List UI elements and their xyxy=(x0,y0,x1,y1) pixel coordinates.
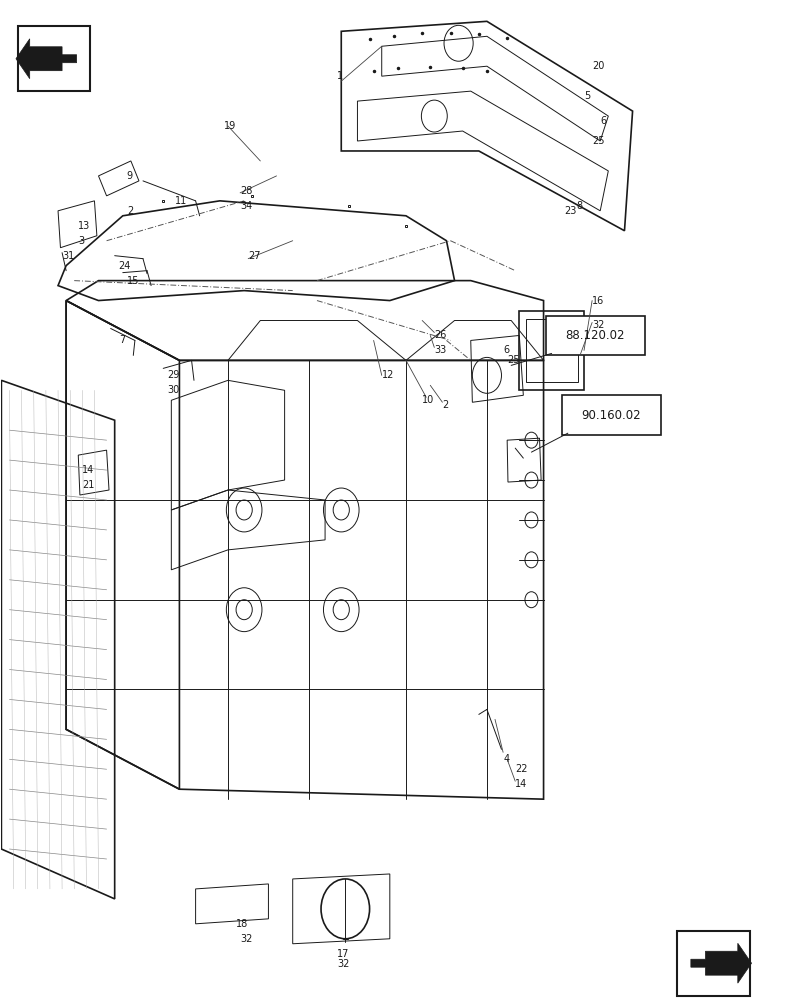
Text: 32: 32 xyxy=(337,959,350,969)
Bar xyxy=(18,26,90,91)
Text: 28: 28 xyxy=(240,186,252,196)
Text: 2: 2 xyxy=(442,400,448,410)
Text: 21: 21 xyxy=(82,480,95,490)
Text: 4: 4 xyxy=(503,754,508,764)
Text: 34: 34 xyxy=(240,201,252,211)
Text: 88.120.02: 88.120.02 xyxy=(565,329,624,342)
Text: 14: 14 xyxy=(515,779,527,789)
Text: 19: 19 xyxy=(224,121,236,131)
Text: 31: 31 xyxy=(62,251,75,261)
Text: 1: 1 xyxy=(337,71,343,81)
Text: 2: 2 xyxy=(127,206,133,216)
Text: 8: 8 xyxy=(575,201,581,211)
Text: 32: 32 xyxy=(591,320,603,330)
Text: 10: 10 xyxy=(422,395,434,405)
Text: 13: 13 xyxy=(78,221,90,231)
FancyBboxPatch shape xyxy=(561,395,660,435)
Text: 25: 25 xyxy=(507,355,519,365)
Bar xyxy=(676,931,749,996)
Polygon shape xyxy=(16,39,76,79)
Text: 26: 26 xyxy=(434,330,446,340)
Text: 3: 3 xyxy=(78,236,84,246)
Polygon shape xyxy=(690,943,751,983)
Text: 5: 5 xyxy=(583,91,590,101)
Text: 29: 29 xyxy=(167,370,179,380)
Text: 22: 22 xyxy=(515,764,527,774)
Text: 25: 25 xyxy=(591,136,604,146)
Text: 12: 12 xyxy=(381,370,393,380)
Text: 33: 33 xyxy=(434,345,446,355)
Text: 90.160.02: 90.160.02 xyxy=(581,409,641,422)
Text: 24: 24 xyxy=(118,261,131,271)
Text: 7: 7 xyxy=(118,335,125,345)
Text: 15: 15 xyxy=(127,276,139,286)
Text: 17: 17 xyxy=(337,949,350,959)
Text: 20: 20 xyxy=(591,61,603,71)
Text: 14: 14 xyxy=(82,465,94,475)
Text: 23: 23 xyxy=(563,206,576,216)
Text: 30: 30 xyxy=(167,385,179,395)
Text: 11: 11 xyxy=(175,196,187,206)
Text: 9: 9 xyxy=(127,171,133,181)
Text: 6: 6 xyxy=(503,345,508,355)
Text: 18: 18 xyxy=(236,919,248,929)
Text: 27: 27 xyxy=(248,251,260,261)
FancyBboxPatch shape xyxy=(545,316,644,355)
Text: 6: 6 xyxy=(599,116,606,126)
Text: 32: 32 xyxy=(240,934,252,944)
Text: 16: 16 xyxy=(591,296,603,306)
